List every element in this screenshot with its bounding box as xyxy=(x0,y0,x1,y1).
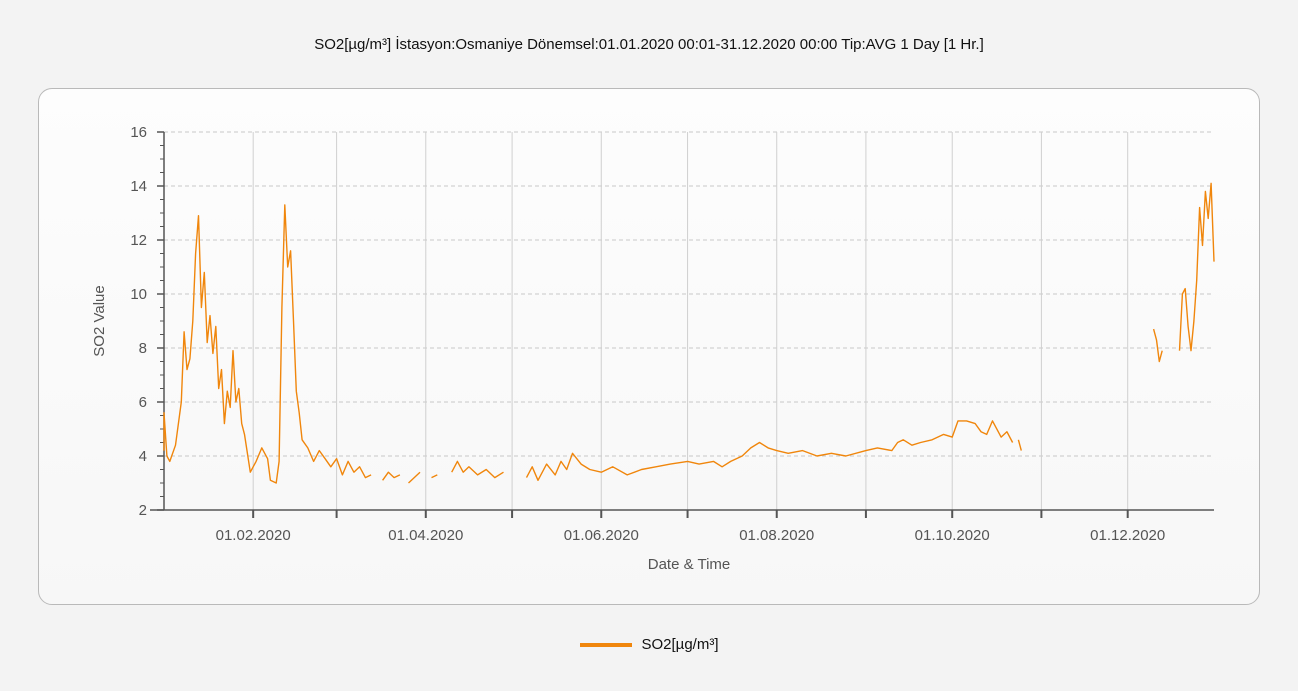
x-ticks: 01.02.2020 01.04.2020 01.06.2020 01.08.2020… xyxy=(216,510,1165,544)
series-line-segment xyxy=(451,460,504,479)
y-tick-label: 16 xyxy=(130,124,147,141)
series-line-segment xyxy=(1017,439,1022,451)
legend: SO2[µg/m³] xyxy=(0,636,1298,653)
y-ticks: 2 4 6 8 10 12 14 16 xyxy=(130,124,164,519)
series-line-segment xyxy=(163,204,372,484)
y-tick-label: 4 xyxy=(139,448,147,465)
x-tick-label: 01.04.2020 xyxy=(388,527,463,544)
legend-swatch xyxy=(579,642,632,647)
y-tick-label: 2 xyxy=(139,502,147,519)
y-tick-label: 10 xyxy=(130,286,147,303)
y-tick-label: 14 xyxy=(130,178,147,195)
series-line-segment xyxy=(382,471,401,481)
grid-lines xyxy=(164,131,1214,510)
series-line-segment xyxy=(431,474,438,479)
legend-label: SO2[µg/m³] xyxy=(641,636,719,653)
x-tick-label: 01.10.2020 xyxy=(915,527,990,544)
x-tick-label: 01.02.2020 xyxy=(216,527,291,544)
x-tick-label: 01.08.2020 xyxy=(739,527,814,544)
y-tick-label: 6 xyxy=(139,394,147,411)
plot-panel xyxy=(38,88,1260,605)
x-tick-label: 01.12.2020 xyxy=(1090,527,1165,544)
series-line-segment xyxy=(408,471,421,484)
chart-title: SO2[µg/m³] İstasyon:Osmaniye Dönemsel:01… xyxy=(314,36,984,53)
y-tick-label: 12 xyxy=(130,232,147,249)
y-axis-title: SO2 Value xyxy=(91,285,108,356)
series-so2 xyxy=(163,182,1215,484)
y-tick-label: 8 xyxy=(139,340,147,357)
series-line-segment xyxy=(525,420,1014,481)
series-line-segment xyxy=(1152,328,1163,363)
x-axis-title: Date & Time xyxy=(648,556,731,573)
x-tick-label: 01.06.2020 xyxy=(564,527,639,544)
series-line-segment xyxy=(1178,182,1215,352)
